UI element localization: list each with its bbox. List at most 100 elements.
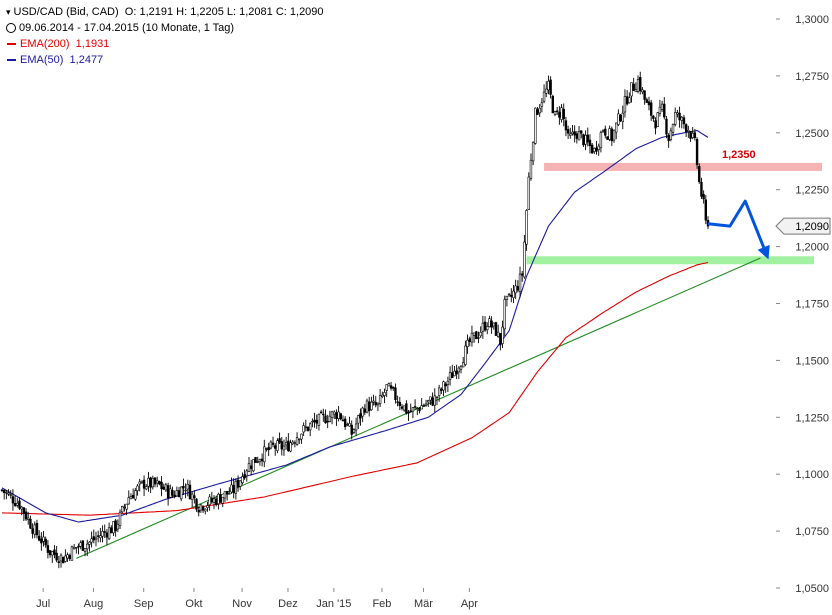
candle-body: [311, 420, 314, 423]
candle-body: [92, 536, 96, 541]
candle-body: [394, 387, 397, 400]
period-label: 09.06.2014 - 17.04.2015 (10 Monate, 1 Ta…: [19, 22, 235, 34]
candle-body: [405, 403, 408, 414]
candle-body: [298, 438, 301, 441]
candle-body: [549, 79, 552, 95]
candle-body: [123, 506, 126, 509]
candle-body: [505, 295, 509, 300]
x-tick-label: Sep: [134, 598, 154, 610]
candle-body: [667, 134, 670, 141]
candle-body: [411, 407, 415, 412]
candle-body: [291, 441, 294, 445]
y-tick-label: 1,1250: [795, 412, 829, 424]
candle-body: [466, 339, 469, 347]
candle-body: [5, 492, 8, 494]
candle-body: [206, 505, 209, 508]
x-tick-label: Apr: [461, 598, 478, 610]
candle-body: [586, 134, 589, 143]
candle-body: [289, 442, 292, 452]
candle-body: [698, 166, 701, 183]
x-tick-label: Jul: [36, 598, 50, 610]
candle-body: [468, 338, 471, 342]
candle-body: [499, 333, 502, 346]
candle-body: [610, 128, 614, 142]
candle-body: [182, 485, 185, 489]
candle-body: [335, 412, 338, 419]
candle-body: [477, 337, 480, 339]
candle-body: [302, 425, 305, 433]
candle-body: [472, 332, 476, 336]
candle-body: [186, 483, 189, 490]
candle-body: [70, 546, 74, 561]
candle-body: [72, 546, 76, 550]
symbol-row: ▾ USD/CAD (Bid, CAD) O: 1,2191 H: 1,2205 …: [6, 4, 324, 20]
candle-body: [457, 367, 461, 373]
candle-body: [700, 181, 703, 197]
candle-body: [129, 496, 133, 500]
candle-body: [612, 129, 616, 141]
candle-body: [630, 82, 633, 97]
dropdown-arrow-icon[interactable]: ▾: [6, 7, 11, 17]
candle-body: [676, 112, 679, 115]
candle-body: [527, 176, 530, 210]
candle-body: [625, 96, 629, 105]
candle-body: [588, 139, 592, 147]
period-row: 09.06.2014 - 17.04.2015 (10 Monate, 1 Ta…: [6, 20, 324, 36]
candle-body: [193, 495, 196, 499]
candle-body: [103, 531, 106, 533]
candle-body: [287, 440, 290, 452]
candle-body: [634, 89, 638, 93]
candle-body: [142, 479, 146, 489]
candle-body: [560, 107, 563, 120]
x-tick-label: Dez: [278, 598, 298, 610]
candle-body: [131, 494, 135, 499]
candle-body: [337, 411, 340, 419]
candle-body: [418, 408, 421, 412]
candle-body: [190, 493, 194, 500]
candle-body: [101, 530, 104, 537]
candle-body: [99, 535, 102, 539]
candle-body: [121, 506, 124, 513]
candle-body: [348, 423, 351, 427]
candle-body: [665, 118, 668, 135]
candle-body: [11, 496, 15, 504]
candle-body: [230, 484, 233, 493]
candle-body: [599, 132, 603, 149]
candle-body: [59, 554, 63, 562]
candle-body: [534, 107, 537, 144]
clock-icon: [6, 23, 16, 34]
candle-body: [317, 413, 321, 426]
candle-body: [590, 144, 594, 154]
candle-body: [31, 528, 34, 534]
candle-body: [654, 120, 657, 129]
candle-body: [333, 411, 336, 415]
candle-body: [330, 411, 334, 419]
candle-body: [658, 106, 662, 114]
y-tick-label: 1,0750: [795, 526, 829, 538]
candle-body: [127, 497, 130, 505]
candle-body: [704, 199, 708, 221]
candle-body: [158, 481, 161, 485]
candle-body: [669, 130, 673, 140]
candle-body: [151, 478, 155, 488]
ohlc-values: O: 1,2191 H: 1,2205 L: 1,2081 C: 1,2090: [124, 6, 324, 18]
candle-body: [555, 110, 559, 113]
candle-body: [88, 541, 91, 545]
candle-body: [225, 491, 229, 495]
candle-body: [604, 128, 607, 136]
candle-body: [86, 543, 89, 550]
y-tick-label: 1,0500: [795, 583, 829, 595]
candle-body: [597, 145, 600, 151]
candle-body: [147, 477, 150, 487]
candle-body: [608, 128, 611, 140]
candle-body: [442, 381, 445, 391]
candle-body: [547, 80, 550, 91]
ema200-label: EMA(200): [20, 38, 70, 50]
candle-body: [623, 96, 627, 113]
candle-body: [42, 536, 45, 542]
candle-body: [173, 494, 176, 497]
candle-body: [75, 547, 78, 549]
candle-body: [217, 493, 220, 505]
candle-body: [107, 527, 111, 540]
